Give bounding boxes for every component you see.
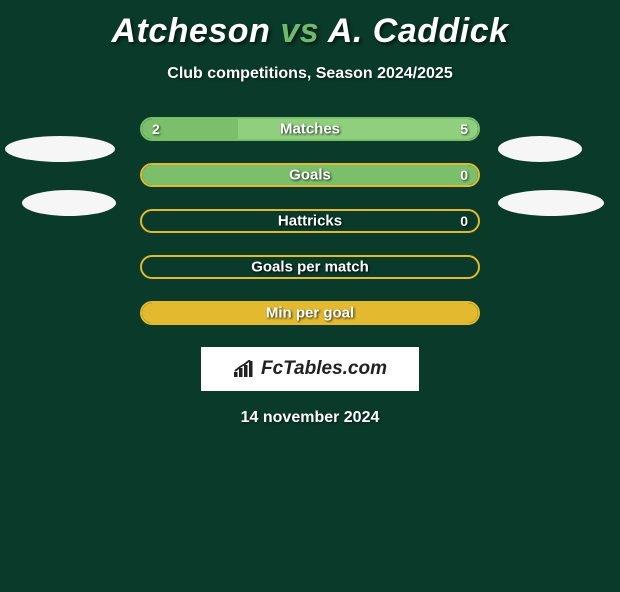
stat-bar-hattricks: 0 Hattricks (140, 209, 480, 233)
comparison-title: Atcheson vs A. Caddick (0, 12, 620, 51)
bar-chart-icon (233, 360, 255, 378)
avatar-oval-mid_left (22, 190, 116, 216)
player2-name: A. Caddick (328, 12, 509, 50)
bar-label: Min per goal (266, 305, 354, 322)
stat-bar-min-per-goal: Min per goal (140, 301, 480, 325)
bar-label: Goals (289, 167, 331, 184)
vs-text: vs (280, 12, 319, 50)
logo: FcTables.com (233, 358, 387, 380)
subtitle: Club competitions, Season 2024/2025 (0, 65, 620, 83)
logo-box: FcTables.com (201, 347, 419, 391)
avatar-oval-top_right (498, 136, 582, 162)
avatar-oval-mid_right (498, 190, 604, 216)
player1-name: Atcheson (111, 12, 270, 50)
bar-value-left: 2 (152, 121, 160, 137)
bar-value-right: 0 (460, 213, 468, 229)
bar-label: Goals per match (251, 259, 369, 276)
stat-bar-goals: 0 Goals (140, 163, 480, 187)
bar-value-right: 5 (460, 121, 468, 137)
date: 14 november 2024 (0, 409, 620, 427)
avatar-oval-top_left (5, 136, 115, 162)
bar-label: Hattricks (278, 213, 342, 230)
stat-bar-goals-per-match: Goals per match (140, 255, 480, 279)
bar-value-right: 0 (460, 167, 468, 183)
bar-fill-right (238, 119, 478, 139)
bar-label: Matches (280, 121, 340, 138)
stat-bar-matches: 2 5 Matches (140, 117, 480, 141)
logo-text: FcTables.com (261, 358, 387, 380)
